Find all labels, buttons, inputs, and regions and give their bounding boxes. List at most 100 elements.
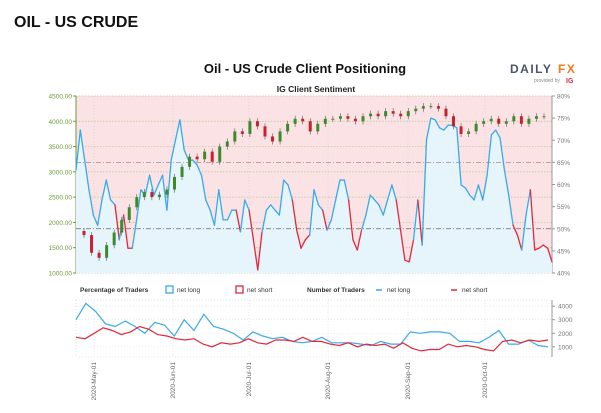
candle-up [482,121,486,124]
candle-up [534,116,538,119]
candle-down [255,121,259,127]
sentiment-segment-net-long [365,194,371,216]
sentiment-segment-net-long [525,189,532,216]
sentiment-segment-net-long [421,139,428,246]
sentiment-segment-net-long [326,219,332,231]
sentiment-segment-net-long [317,204,324,211]
sentiment-segment-net-long [473,184,480,201]
sentiment-segment-net-short [248,209,255,241]
sentiment-segment-net-long [425,117,432,141]
sentiment-segment-net-short [529,189,536,251]
candle-down [436,106,440,109]
right-axis-label: 65% [557,160,570,167]
sentiment-segment-net-long [278,179,285,216]
sentiment-segment-net-long [369,194,376,201]
candle-down [97,252,101,258]
sentiment-segment-net-short [542,244,549,249]
sentiment-segment-net-long [430,117,436,121]
candle-down [497,118,501,124]
candle-up [414,108,418,112]
candle-up [188,156,192,167]
sentiment-segment-net-long [96,199,103,226]
logo-fx: FX [558,62,576,76]
sentiment-segment-net-short [322,209,328,231]
candle-down [301,118,305,122]
sentiment-segment-net-long [239,199,246,233]
left-axis-label: 3500.00 [49,144,73,151]
sentiment-segment-net-long [443,124,449,131]
dailyfx-logo: DAILY FX provided by IG [510,62,576,85]
candle-up [489,118,493,122]
left-axis-label: 4500.00 [49,94,73,101]
candle-down [271,136,275,142]
lower-panel-frame [75,299,553,358]
sentiment-segment-net-short [122,214,129,249]
candle-down [195,156,199,160]
sentiment-segment-net-long [153,184,159,196]
candle-up [338,116,342,119]
candle-down [346,116,350,119]
sentiment-segment-net-short [252,239,259,271]
x-axis-date-label: 2020-Aug-01 [325,362,332,400]
candle-down [82,231,86,236]
lower-axis-label: 1000 [558,344,573,351]
candle-up [361,116,365,122]
sentiment-segment-net-short [356,229,363,251]
candle-down [150,192,154,198]
chart-title: Oil - US Crude Client Positioning [204,61,406,76]
sentiment-segment-net-long [205,199,211,211]
right-axis-label: 40% [557,271,570,278]
sentiment-segment-net-long [482,174,488,201]
sentiment-segment-net-short [408,239,415,263]
sentiment-segment-net-long [386,184,393,201]
candle-up [157,194,161,198]
legend-num-short: net short [462,287,487,294]
sentiment-segment-net-long [334,179,341,201]
sentiment-segment-net-long [213,189,220,226]
candle-up [331,118,335,120]
candle-up [421,106,425,109]
sentiment-segment-net-long [382,199,389,216]
sentiment-segment-net-short [296,229,302,249]
legend-pct-short-swatch [235,285,244,294]
candle-up [180,166,184,177]
sentiment-segment-net-short [399,229,406,261]
lower-axis-label: 3000 [558,317,573,324]
sentiment-segment-net-long [179,119,185,151]
legend-num-long: net long [387,287,411,294]
candle-up [225,141,229,147]
sentiment-segment-net-long [495,129,501,139]
sentiment-segment-net-long [244,199,250,211]
net-short-count-line [75,325,549,352]
candle-up [127,207,131,220]
sentiment-segment-net-short [404,259,410,263]
candle-up [135,197,139,208]
candle-down [90,235,94,253]
sentiment-segment-net-long [170,139,177,161]
sentiment-segment-net-long [274,209,281,216]
sentiment-segment-net-long [183,149,190,161]
candle-up [542,116,546,118]
right-axis-label: 70% [557,138,570,145]
sentiment-segment-net-long [226,209,233,221]
legend-pct-long: net long [177,287,201,294]
logo-ig: IG [566,78,574,85]
sentiment-segment-net-long [79,129,86,161]
sentiment-segment-net-long [200,174,207,201]
sentiment-segment-net-long [135,189,142,221]
candle-down [459,126,463,134]
candle-up [474,123,478,132]
candle-down [519,116,523,124]
sentiment-segment-net-long [508,194,514,226]
candle-up [233,131,237,142]
sentiment-segment-net-long [161,174,168,211]
sentiment-segment-net-long [490,129,497,136]
right-axis-label: 50% [557,226,570,233]
sentiment-segment-net-long [283,179,289,186]
sentiment-segment-net-long [391,184,397,201]
sentiment-segment-net-long [360,214,367,231]
candle-down [399,113,403,117]
candle-up [203,151,207,160]
sentiment-segment-net-long [109,199,116,206]
